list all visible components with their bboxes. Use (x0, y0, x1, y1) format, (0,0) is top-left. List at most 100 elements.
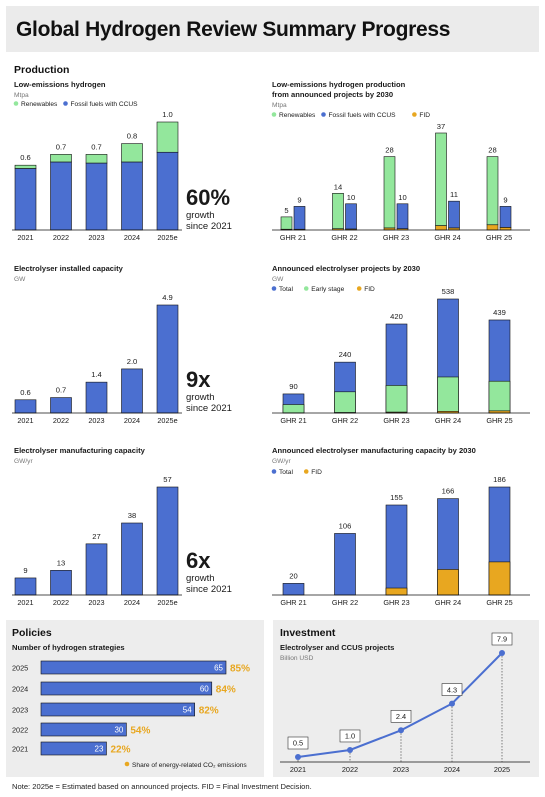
announced-electrolyser-x-tick-2: GHR 23 (383, 416, 409, 425)
investment-panel: Investment (273, 620, 539, 777)
announced-electrolyser-legend-label-1: Early stage (311, 286, 344, 293)
announced-production-legend-swatch-0 (271, 112, 277, 117)
announced-manufacturing-x-tick-0: GHR 21 (280, 598, 306, 607)
low-emissions-legend-swatch-0 (13, 101, 19, 106)
investment-label-box-4 (491, 632, 513, 646)
investment-x-tick-0: 2021 (290, 765, 306, 774)
announced-manufacturing-legend-label-1: FID (311, 469, 322, 476)
low-emissions-bar-renewables-0 (14, 164, 37, 169)
electrolyser-installed-bar-4 (156, 304, 179, 414)
announced-production-fossil-label-0: 9 (297, 195, 301, 204)
announced-manufacturing-bar-fid-3 (437, 569, 459, 596)
electrolyser-manufacturing-x-tick-4: 2025e (157, 598, 177, 607)
electrolyser-installed-x-tick-1: 2022 (53, 416, 69, 425)
electrolyser-manufacturing-value-label-4: 57 (163, 475, 171, 484)
investment-value-label-1: 1.0 (345, 732, 355, 741)
announced-manufacturing-bar-total-2 (385, 504, 408, 596)
announced-production-bar-fossil-2 (396, 203, 409, 229)
announced-production-renewables-label-1: 14 (334, 182, 342, 191)
low-emissions-callout-line2: since 2021 (186, 221, 232, 232)
announced-production-renewables-label-0: 5 (284, 206, 288, 215)
low-emissions-x-tick-3: 2024 (124, 233, 140, 242)
investment-label-box-1 (339, 729, 361, 743)
announced-production-legend-swatch-1 (321, 112, 326, 117)
strategies-share-label-0: 85% (230, 664, 250, 675)
strategies-title: Number of hydrogen strategies (12, 643, 125, 652)
electrolyser-installed-value-label-3: 2.0 (127, 357, 138, 366)
electrolyser-installed-x-tick-2: 2023 (88, 416, 104, 425)
low-emissions-x-tick-4: 2025e (157, 233, 177, 242)
announced-manufacturing-legend-swatch-0 (271, 469, 277, 474)
electrolyser-manufacturing-value-label-1: 13 (57, 558, 65, 567)
investment-value-label-0: 0.5 (293, 739, 303, 748)
strategies-value-label-2: 54 (183, 706, 192, 715)
low-emissions-x-tick-1: 2022 (53, 233, 69, 242)
announced-electrolyser-legend-swatch-0 (271, 286, 277, 291)
low-emissions-unit: Mtpa (14, 92, 29, 99)
announced-production-title: Low-emissions hydrogen production (272, 80, 406, 89)
announced-production-bar-fossil-1 (345, 203, 357, 230)
low-emissions-bar-fossil-3 (121, 161, 143, 231)
strategies-y-tick-3: 2022 (12, 726, 28, 735)
investment-point-0 (295, 754, 301, 760)
announced-electrolyser-title: Announced electrolyser projects by 2030 (272, 264, 420, 273)
announced-production-fossil-label-4: 9 (503, 195, 507, 204)
electrolyser-manufacturing-bar-0 (14, 577, 37, 596)
strategies-y-tick-2: 2023 (12, 706, 28, 715)
low-emissions-legend-swatch-1 (63, 101, 68, 106)
announced-production-bar-renewables-fid-3 (435, 225, 447, 231)
announced-production-x-tick-2: GHR 23 (383, 233, 409, 242)
announced-production-x-tick-0: GHR 21 (280, 233, 306, 242)
low-emissions-total-label-0: 0.6 (20, 153, 31, 162)
electrolyser-installed-x-tick-4: 2025e (157, 416, 177, 425)
low-emissions-x-tick-0: 2021 (17, 233, 33, 242)
announced-electrolyser-bar-early-0 (282, 404, 305, 414)
investment-value-label-4: 7.9 (497, 635, 507, 644)
strategies-legend-swatch (124, 761, 130, 767)
announced-production-renewables-label-3: 37 (437, 122, 445, 131)
announced-electrolyser-x-tick-0: GHR 21 (280, 416, 306, 425)
electrolyser-manufacturing-bar-2 (85, 543, 108, 596)
announced-production-x-tick-1: GHR 22 (331, 233, 357, 242)
announced-production-bar-fossil-0 (293, 206, 306, 230)
announced-production-fossil-label-1: 10 (347, 193, 355, 202)
announced-manufacturing-value-label-2: 155 (390, 493, 403, 502)
strategies-value-label-3: 30 (114, 726, 123, 735)
investment-unit: Billion USD (280, 655, 314, 662)
low-emissions-bar-renewables-4 (156, 121, 179, 153)
investment-label-box-2 (390, 709, 412, 723)
electrolyser-manufacturing-bar-1 (50, 570, 72, 596)
electrolyser-manufacturing-x-tick-2: 2023 (88, 598, 104, 607)
announced-manufacturing-unit: GW/yr (272, 458, 291, 465)
strategies-bar-3 (40, 722, 127, 737)
electrolyser-manufacturing-title: Electrolyser manufacturing capacity (14, 446, 146, 455)
announced-manufacturing-x-tick-1: GHR 22 (332, 598, 358, 607)
investment-title: Investment (280, 627, 336, 639)
strategies-legend-label: Share of energy-related CO₂ emissions (132, 762, 247, 769)
announced-production-fossil-label-2: 10 (398, 193, 406, 202)
electrolyser-manufacturing-callout-line2: since 2021 (186, 584, 232, 595)
low-emissions-total-label-2: 0.7 (91, 142, 102, 151)
announced-production-bar-renewables-fid-4 (486, 224, 499, 231)
announced-electrolyser-legend-swatch-2 (356, 286, 362, 291)
low-emissions-legend-label-0: Renewables (21, 101, 58, 108)
electrolyser-installed-bar-1 (50, 397, 72, 414)
announced-production-renewables-label-4: 28 (488, 146, 496, 155)
announced-manufacturing-legend-swatch-1 (303, 469, 309, 474)
electrolyser-installed-value-label-4: 4.9 (162, 293, 173, 302)
electrolyser-installed-bar-0 (14, 399, 37, 414)
announced-production-bar-fossil-3 (448, 200, 460, 229)
investment-point-4 (499, 650, 505, 656)
announced-electrolyser-bar-early-4 (488, 380, 511, 412)
electrolyser-manufacturing-callout-line1: growth (186, 573, 215, 584)
electrolyser-manufacturing-unit: GW/yr (14, 458, 33, 465)
announced-electrolyser-x-tick-4: GHR 25 (486, 416, 512, 425)
announced-manufacturing-x-tick-4: GHR 25 (486, 598, 512, 607)
strategies-bar-0 (40, 660, 227, 675)
investment-series-line (297, 652, 503, 758)
strategies-y-tick-4: 2021 (12, 745, 28, 754)
announced-manufacturing-bar-fid-2 (385, 587, 408, 596)
announced-production-legend-swatch-2 (412, 112, 417, 117)
announced-electrolyser-unit: GW (272, 276, 284, 283)
announced-electrolyser-bar-early-1 (334, 391, 356, 413)
